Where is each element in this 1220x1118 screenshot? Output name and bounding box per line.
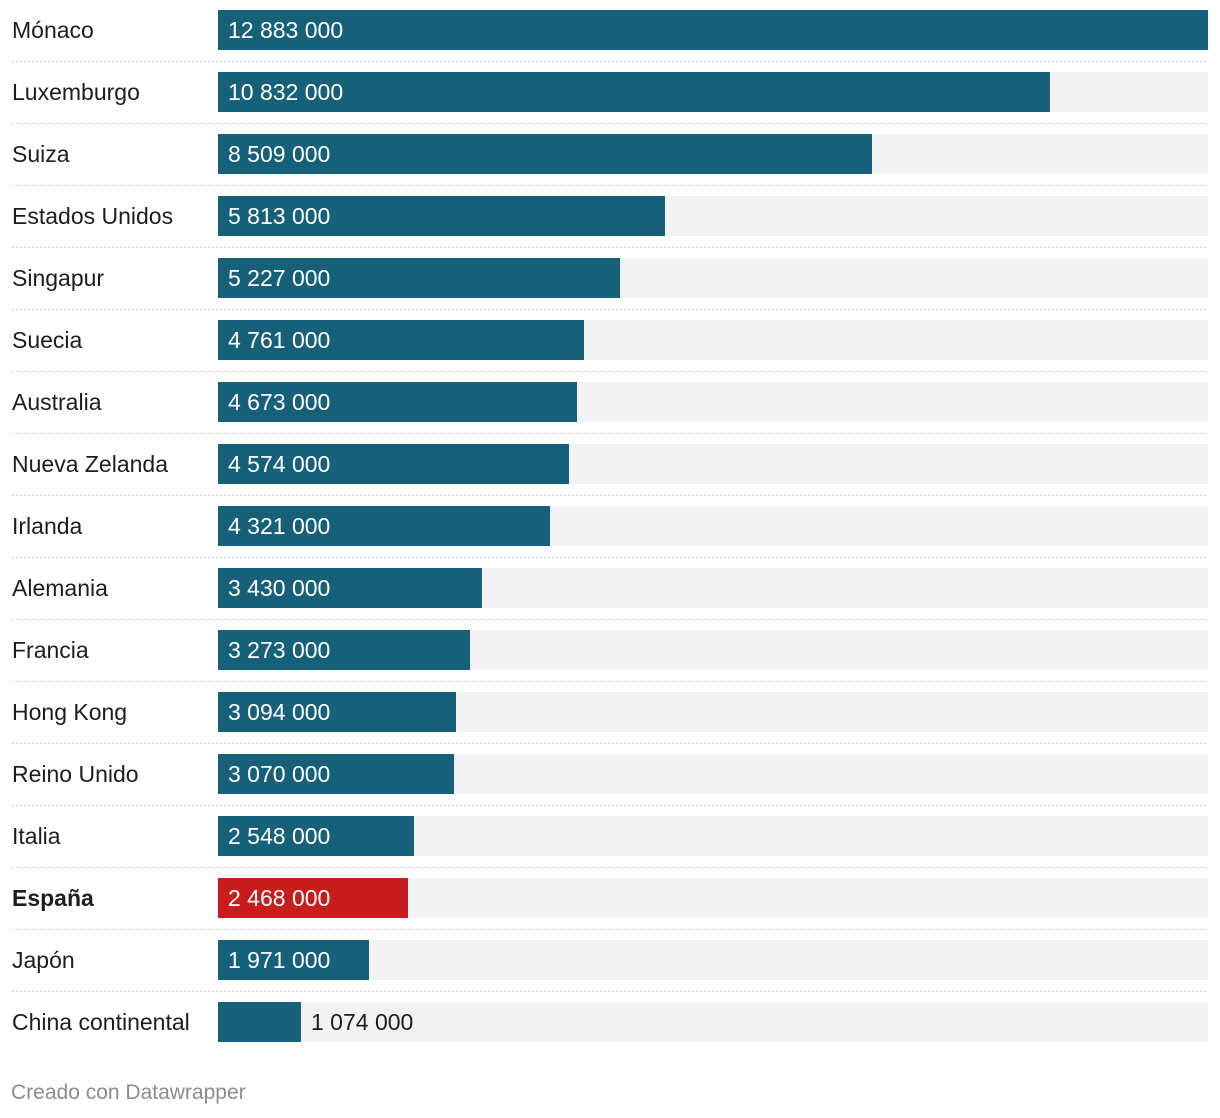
- category-label-nueva-zelanda: Nueva Zelanda: [12, 451, 168, 477]
- bar-reino-unido[interactable]: [218, 754, 454, 794]
- bar-francia[interactable]: [218, 630, 470, 670]
- value-label-suiza: 8 509 000: [228, 141, 330, 167]
- value-label-singapur: 5 227 000: [228, 265, 330, 291]
- bar-japon[interactable]: [218, 940, 369, 980]
- category-label-reino-unido: Reino Unido: [12, 761, 139, 787]
- bar-italia[interactable]: [218, 816, 414, 856]
- value-label-japon: 1 971 000: [228, 947, 330, 973]
- bar-suiza[interactable]: [218, 134, 872, 174]
- bar-hong-kong[interactable]: [218, 692, 456, 732]
- footer-credit[interactable]: Creado con Datawrapper: [11, 1081, 246, 1104]
- category-label-italia: Italia: [12, 823, 61, 849]
- value-label-francia: 3 273 000: [228, 637, 330, 663]
- value-label-china-continental: 1 074 000: [311, 1009, 413, 1035]
- category-label-suiza: Suiza: [12, 141, 70, 167]
- value-label-luxemburgo: 10 832 000: [228, 79, 343, 105]
- category-label-suecia: Suecia: [12, 327, 83, 353]
- value-label-reino-unido: 3 070 000: [228, 761, 330, 787]
- bar-estados-unidos[interactable]: [218, 196, 665, 236]
- category-label-japon: Japón: [12, 947, 75, 973]
- bar-irlanda[interactable]: [218, 506, 550, 546]
- bar-alemania[interactable]: [218, 568, 482, 608]
- value-label-monaco: 12 883 000: [228, 17, 343, 43]
- category-label-alemania: Alemania: [12, 575, 108, 601]
- bar-nueva-zelanda[interactable]: [218, 444, 569, 484]
- value-label-alemania: 3 430 000: [228, 575, 330, 601]
- bar-track-japon: [218, 940, 1208, 980]
- category-label-estados-unidos: Estados Unidos: [12, 203, 173, 229]
- bar-suecia[interactable]: [218, 320, 584, 360]
- value-label-suecia: 4 761 000: [228, 327, 330, 353]
- category-label-singapur: Singapur: [12, 265, 104, 291]
- category-label-espana: España: [12, 885, 94, 911]
- value-label-irlanda: 4 321 000: [228, 513, 330, 539]
- category-label-australia: Australia: [12, 389, 102, 415]
- bar-espana[interactable]: [218, 878, 408, 918]
- bar-monaco[interactable]: [218, 10, 1208, 50]
- category-label-francia: Francia: [12, 637, 89, 663]
- bar-china-continental[interactable]: [218, 1002, 301, 1042]
- value-label-italia: 2 548 000: [228, 823, 330, 849]
- category-label-china-continental: China continental: [12, 1009, 190, 1035]
- value-label-australia: 4 673 000: [228, 389, 330, 415]
- bar-singapur[interactable]: [218, 258, 620, 298]
- bar-track-china-continental: [218, 1002, 1208, 1042]
- value-label-hong-kong: 3 094 000: [228, 699, 330, 725]
- category-label-irlanda: Irlanda: [12, 513, 83, 539]
- bar-luxemburgo[interactable]: [218, 72, 1050, 112]
- value-label-estados-unidos: 5 813 000: [228, 203, 330, 229]
- value-label-nueva-zelanda: 4 574 000: [228, 451, 330, 477]
- value-label-espana: 2 468 000: [228, 885, 330, 911]
- category-label-monaco: Mónaco: [12, 17, 94, 43]
- category-label-hong-kong: Hong Kong: [12, 699, 127, 725]
- category-label-luxemburgo: Luxemburgo: [12, 79, 140, 105]
- bar-australia[interactable]: [218, 382, 577, 422]
